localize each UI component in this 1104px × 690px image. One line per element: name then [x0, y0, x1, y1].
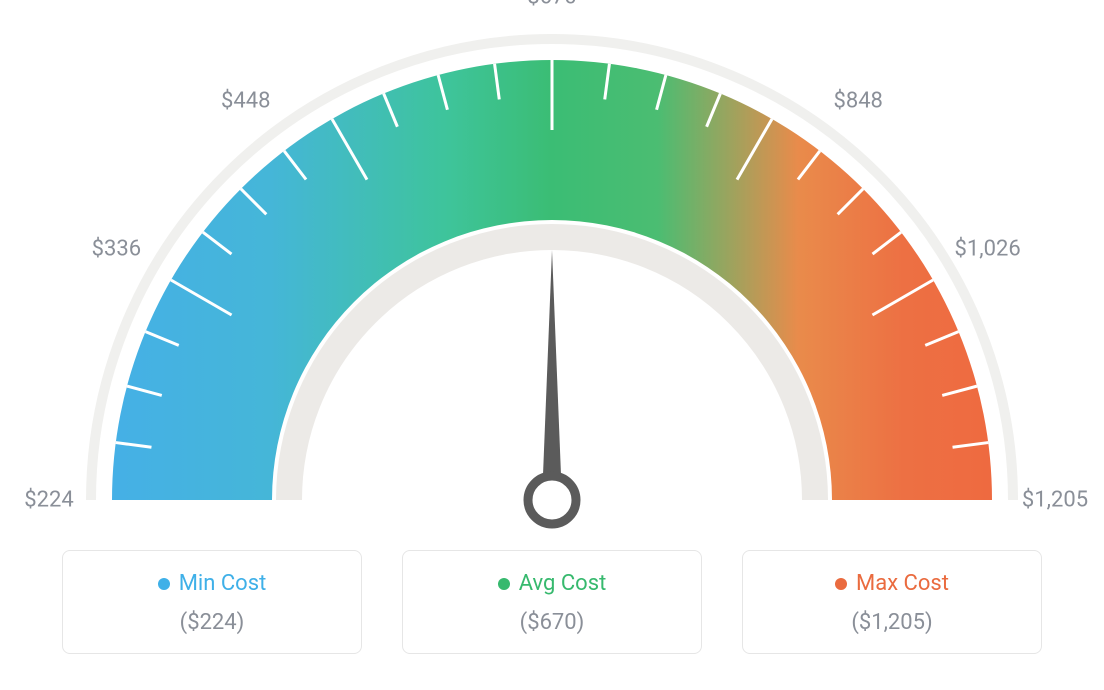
- gauge-tick-label: $224: [24, 488, 73, 513]
- legend-label-max: Max Cost: [856, 571, 949, 596]
- legend-card-avg: Avg Cost ($670): [402, 550, 702, 654]
- legend-dot-min: [158, 578, 170, 590]
- legend-title-min: Min Cost: [73, 571, 351, 596]
- legend-card-min: Min Cost ($224): [62, 550, 362, 654]
- legend-label-min: Min Cost: [179, 571, 267, 596]
- gauge-tick-label: $336: [92, 236, 141, 261]
- legend-value-min: ($224): [73, 610, 351, 635]
- legend-title-avg: Avg Cost: [413, 571, 691, 596]
- legend-dot-avg: [498, 578, 510, 590]
- gauge-tick-label: $448: [221, 88, 270, 113]
- legend-title-max: Max Cost: [753, 571, 1031, 596]
- legend-value-avg: ($670): [413, 610, 691, 635]
- legend-value-max: ($1,205): [753, 610, 1031, 635]
- gauge-tick-label: $670: [527, 0, 576, 10]
- legend-row: Min Cost ($224) Avg Cost ($670) Max Cost…: [0, 550, 1104, 654]
- gauge-svg: [0, 0, 1104, 540]
- legend-dot-max: [835, 578, 847, 590]
- gauge-tick-label: $1,026: [955, 236, 1021, 261]
- legend-card-max: Max Cost ($1,205): [742, 550, 1042, 654]
- gauge-tick-label: $1,205: [1022, 488, 1088, 513]
- legend-label-avg: Avg Cost: [519, 571, 607, 596]
- gauge-chart: $224 $336 $448 $670 $848 $1,026 $1,205: [0, 0, 1104, 540]
- gauge-tick-label: $848: [833, 88, 882, 113]
